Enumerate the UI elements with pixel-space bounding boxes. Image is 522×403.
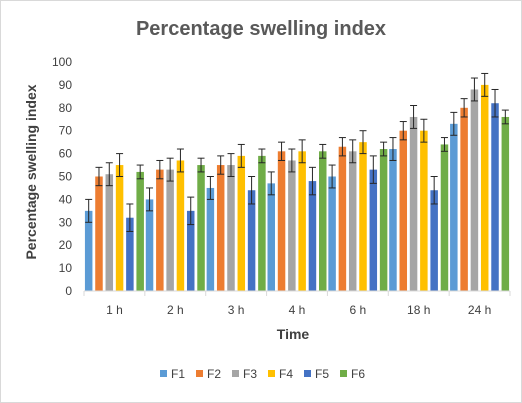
y-axis-title: Percentage swelling index [23, 84, 39, 259]
bar-f1-3h [206, 187, 215, 291]
bar-f5-1h [126, 217, 134, 291]
bar-f6-4h [319, 151, 327, 291]
x-tick-label: 24 h [468, 303, 491, 317]
bar-f3-1h [105, 174, 114, 291]
bar-f6-24h [501, 116, 510, 292]
bar-f3-2h [166, 169, 174, 291]
bar-f5-4h [308, 181, 317, 291]
bar-f4-2h [176, 160, 185, 291]
bars-group [84, 84, 510, 292]
legend-swatch-f5 [304, 370, 311, 377]
y-tick-label: 60 [59, 147, 73, 161]
bar-f1-2h [145, 199, 154, 291]
bar-f2-1h [95, 176, 103, 291]
bar-f4-18h [420, 130, 428, 291]
legend-label-f4: F4 [279, 367, 293, 381]
bar-f1-6h [328, 176, 336, 291]
legend: F1 F2 F3 F4 F5 F6 [160, 367, 365, 381]
bar-f3-18h [409, 116, 418, 292]
y-tick-label: 90 [59, 78, 73, 92]
chart-title: Percentage swelling index [136, 18, 386, 40]
x-tick-label: 18 h [407, 303, 430, 317]
bar-f5-3h [247, 190, 256, 291]
y-tick-label: 30 [59, 215, 73, 229]
legend-swatch-f3 [232, 370, 239, 377]
legend-label-f3: F3 [243, 367, 257, 381]
y-tick-label: 20 [59, 238, 73, 252]
bar-f1-18h [389, 149, 397, 291]
y-axis-ticks: 0 10 20 30 40 50 60 70 80 90 100 [52, 55, 72, 298]
bar-f3-24h [470, 89, 479, 291]
bar-f6-2h [197, 165, 205, 291]
bar-f6-6h [379, 149, 388, 291]
bar-f4-1h [115, 165, 124, 291]
y-tick-label: 100 [52, 55, 72, 69]
bar-f4-3h [237, 155, 246, 291]
bar-f2-24h [460, 107, 468, 291]
bar-f6-18h [440, 144, 449, 291]
bar-f2-18h [399, 130, 408, 291]
bar-f1-24h [450, 123, 458, 291]
legend-swatch-f4 [268, 370, 275, 377]
bar-f1-1h [84, 210, 93, 291]
legend-label-f6: F6 [351, 367, 365, 381]
x-axis-title: Time [277, 326, 310, 342]
bar-f3-6h [348, 151, 357, 291]
bar-f2-2h [156, 169, 164, 291]
y-tick-label: 50 [59, 170, 73, 184]
bar-f5-24h [491, 103, 499, 291]
legend-swatch-f1 [160, 370, 167, 377]
bar-f1-4h [267, 183, 275, 291]
x-tick-label: 3 h [228, 303, 245, 317]
bar-f5-2h [186, 210, 195, 291]
bar-f2-3h [216, 165, 225, 291]
x-tick-label: 6 h [350, 303, 367, 317]
bar-f6-1h [136, 171, 144, 291]
bar-f2-6h [338, 146, 347, 291]
bar-f5-6h [369, 169, 378, 291]
y-tick-label: 80 [59, 101, 73, 115]
bar-f3-3h [227, 165, 235, 291]
bar-f5-18h [430, 190, 438, 291]
legend-label-f1: F1 [171, 367, 185, 381]
bar-f4-6h [359, 142, 367, 291]
y-tick-label: 70 [59, 124, 73, 138]
bar-f6-3h [258, 155, 266, 291]
legend-swatch-f2 [196, 370, 203, 377]
x-tick-label: 4 h [289, 303, 306, 317]
bar-f3-4h [288, 160, 296, 291]
bar-f4-4h [298, 151, 306, 291]
y-tick-label: 10 [59, 261, 73, 275]
bar-f4-24h [480, 84, 489, 292]
error-bars-group [85, 72, 509, 232]
bar-f2-4h [277, 151, 286, 291]
x-tick-label: 2 h [167, 303, 184, 317]
x-tick-label: 1 h [106, 303, 123, 317]
x-axis-ticks: 1 h 2 h 3 h 4 h 6 h 18 h 24 h [83, 291, 511, 317]
legend-label-f2: F2 [207, 367, 221, 381]
y-tick-label: 40 [59, 192, 73, 206]
legend-label-f5: F5 [315, 367, 329, 381]
y-tick-label: 0 [65, 284, 72, 298]
legend-swatch-f6 [340, 370, 347, 377]
